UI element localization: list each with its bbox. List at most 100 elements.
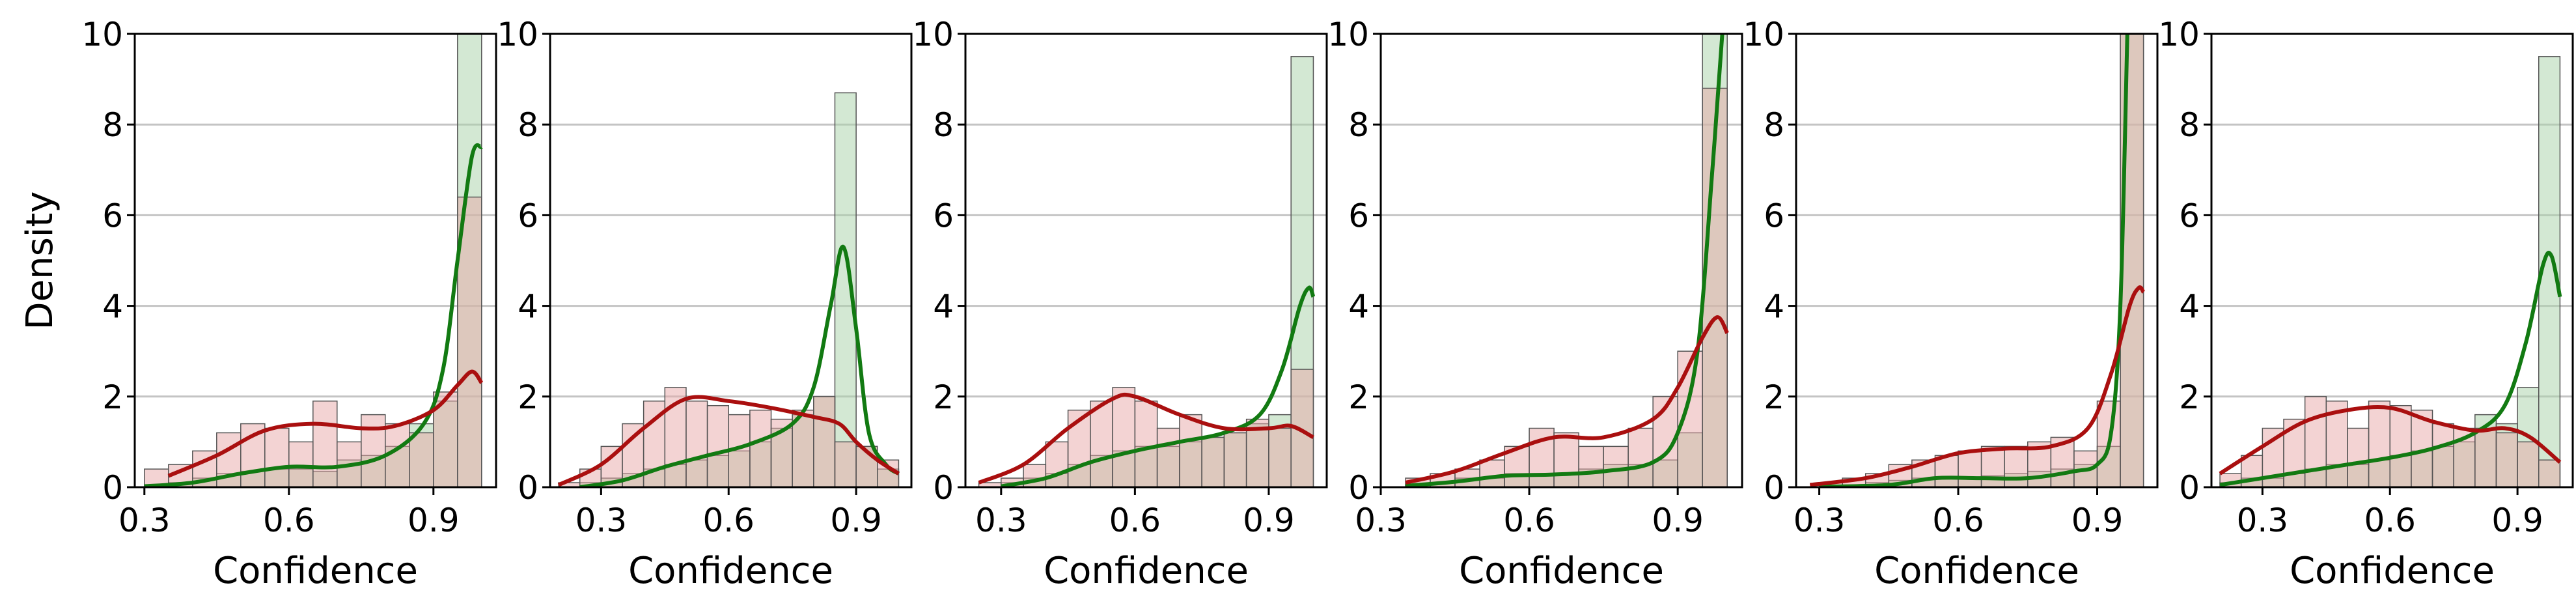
y-tick-label: 2 [1348, 378, 1369, 416]
x-tick-label: 0.6 [1109, 502, 1161, 539]
kde-line-red [167, 369, 484, 478]
x-tick-label: 0.9 [830, 502, 882, 539]
x-tick-label: 0.3 [2237, 502, 2289, 539]
histogram-bar-red [1627, 427, 1654, 487]
kde-line-red [557, 395, 900, 487]
histogram-bar-red [1603, 446, 1629, 487]
x-axis-label: Confidence [213, 550, 418, 592]
y-tick-label: 4 [933, 288, 954, 326]
histogram-bar-red [813, 396, 836, 487]
kde-line-green [2219, 251, 2562, 487]
histogram-bar-red [264, 427, 290, 487]
y-tick-label: 0 [518, 469, 538, 507]
x-tick-label: 0.6 [1932, 502, 1984, 539]
y-tick-label: 0 [1764, 469, 1784, 507]
x-tick-label: 0.9 [2491, 502, 2543, 539]
histogram-bar-red [457, 196, 482, 487]
y-tick-label: 6 [102, 197, 123, 234]
x-tick-label: 0.3 [1794, 502, 1846, 539]
histogram-bar-red [2389, 404, 2412, 487]
x-tick-label: 0.9 [1243, 502, 1295, 539]
kde-line-green [579, 245, 900, 487]
histogram-bar-red [312, 401, 338, 487]
plot-area [144, 34, 484, 487]
axes-frame [1795, 33, 2159, 489]
histogram-bar-red [1980, 446, 2005, 487]
histogram-bar-red [1156, 427, 1180, 487]
histogram-bar-red [2368, 401, 2390, 487]
y-tick-label: 0 [1348, 469, 1369, 507]
x-tick-label: 0.3 [975, 502, 1027, 539]
y-tick-label: 4 [102, 288, 123, 326]
y-tick-label: 10 [497, 16, 538, 53]
x-axis-label: Confidence [2290, 550, 2495, 592]
x-axis-label: Confidence [1044, 550, 1249, 592]
y-tick-label: 0 [933, 469, 954, 507]
chart-panel-1: 0 2 4 6 8 10 0.3 0.6 0.9 Confidence Density [19, 16, 497, 592]
chart-panel-2: 0 2 4 6 8 10 0.3 0.6 0.9 Confidence [497, 16, 913, 592]
histogram-bar-red [2495, 432, 2518, 487]
histogram-bar-red [2517, 441, 2540, 487]
histogram-bar-red [2304, 396, 2327, 487]
histogram-bar-red [1934, 455, 1959, 487]
chart-panel-3: 0 2 4 6 8 10 0.3 0.6 0.9 Confidence [912, 16, 1328, 592]
y-tick-label: 6 [2179, 197, 2200, 234]
x-tick-label: 0.9 [1652, 502, 1704, 539]
histogram-bar-red [1067, 409, 1091, 487]
y-tick-label: 10 [81, 16, 123, 53]
kde-line-red [1809, 285, 2146, 487]
x-axis-label: Confidence [1874, 550, 2079, 592]
histogram-bar-red [2431, 423, 2454, 487]
histogram-bar-red [1479, 459, 1505, 487]
histogram-bar-red [1179, 414, 1202, 487]
plot-area [557, 92, 900, 487]
plot-area [978, 56, 1316, 487]
y-tick-label: 10 [1327, 16, 1369, 53]
x-tick-label: 0.6 [702, 502, 755, 539]
x-tick-label: 0.9 [408, 502, 460, 539]
y-tick-label: 0 [102, 469, 123, 507]
x-axis-label: Confidence [1459, 550, 1664, 592]
kde-line-red [1405, 315, 1729, 485]
y-tick-label: 10 [1743, 16, 1784, 53]
histogram-bar-red [1958, 450, 1982, 487]
plot-area [1809, 34, 2146, 487]
x-tick-label: 0.9 [2071, 502, 2124, 539]
plot-area [2219, 56, 2562, 487]
histogram-bar-red [1578, 446, 1604, 487]
chart-panel-6: 0 2 4 6 8 10 0.3 0.6 0.9 Confidence [2158, 16, 2574, 592]
y-tick-label: 8 [102, 106, 123, 144]
x-tick-label: 0.6 [2364, 502, 2416, 539]
histogram-bar-red [2004, 446, 2029, 487]
y-tick-label: 2 [2179, 378, 2200, 416]
histogram-bar-red [2474, 427, 2497, 487]
histogram-bar-red [1134, 401, 1158, 487]
y-tick-label: 6 [1764, 197, 1784, 234]
kde-line-green [1819, 34, 2129, 487]
y-tick-label: 2 [518, 378, 538, 416]
y-tick-label: 2 [1764, 378, 1784, 416]
histogram-bar-red [686, 401, 708, 487]
x-tick-label: 0.6 [1503, 502, 1555, 539]
histogram-bar-red [1268, 427, 1292, 487]
kde-line-green [1001, 285, 1316, 487]
y-tick-label: 2 [102, 378, 123, 416]
chart-panel-4: 0 2 4 6 8 10 0.3 0.6 0.9 Confidence [1327, 16, 1743, 592]
histogram-bar-red [1201, 436, 1225, 487]
histogram-bar-red [1290, 369, 1314, 487]
y-axis-label: Density [19, 191, 61, 330]
kde-line-red [2219, 405, 2562, 475]
kde-line-red [978, 392, 1314, 485]
axes-frame [964, 33, 1328, 489]
axes-frame [2210, 33, 2574, 489]
x-tick-label: 0.3 [118, 502, 171, 539]
axes-frame [549, 33, 913, 489]
axes-frame [133, 33, 497, 489]
histogram-bar-red [1553, 432, 1579, 487]
histogram-bar-red [288, 441, 314, 487]
y-tick-label: 4 [1764, 288, 1784, 326]
chart-panel-5: 0 2 4 6 8 10 0.3 0.6 0.9 Confidence [1743, 16, 2159, 592]
y-tick-label: 4 [1348, 288, 1369, 326]
y-tick-label: 4 [518, 288, 538, 326]
x-tick-label: 0.3 [575, 502, 628, 539]
